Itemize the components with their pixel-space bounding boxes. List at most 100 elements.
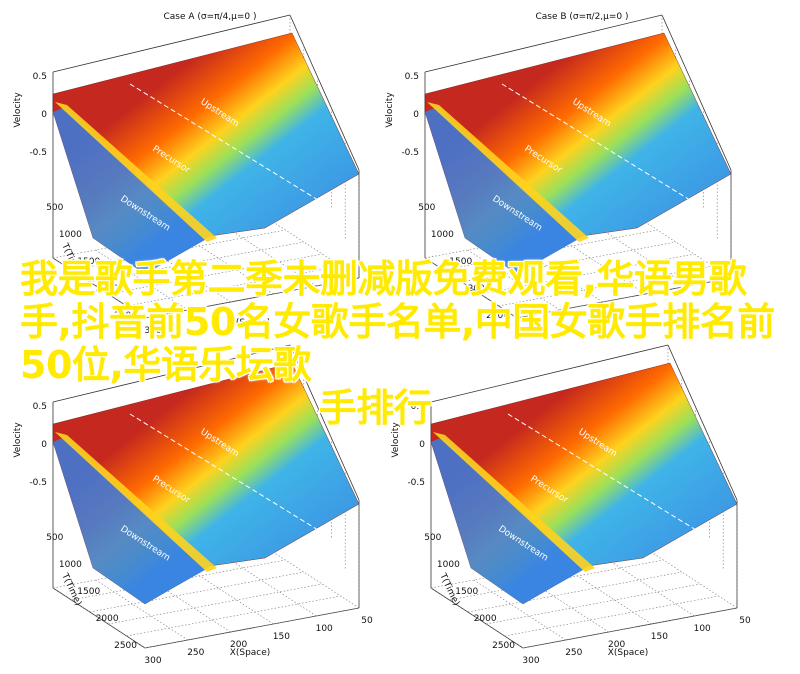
t-tick-label: 2500 [486,311,509,321]
z-tick-label: 0 [41,110,47,120]
z-tick-label: -0.5 [29,148,47,158]
z-axis-label: Velocity [391,422,401,458]
grid-line [224,225,317,287]
x-axis-label: X(Space) [608,648,649,658]
t-tick-label: 1000 [59,560,82,570]
grid-line [522,607,738,649]
z-tick-label: 0.5 [33,72,47,82]
grid-line [52,587,146,649]
x-tick-label: 300 [144,326,161,336]
grid-line [266,547,360,609]
grid-line [467,571,682,613]
right-top-edge [289,14,360,171]
grid-line [596,225,689,287]
grid-line [89,241,304,283]
grid-line [52,257,146,319]
z-tick-label: 0.5 [411,402,425,412]
z-tick-label: -0.5 [401,148,419,158]
grid-line [480,253,695,295]
downstream-region [53,437,205,604]
upstream-boundary-line [129,83,319,201]
grid-line [144,607,360,649]
x-tick-label: 300 [522,656,539,666]
z-tick-label: -0.5 [407,478,425,488]
grid-line [461,241,676,283]
z-tick-label: 0 [41,440,47,450]
t-tick-label: 2000 [96,284,119,294]
grid-line [602,555,695,617]
grid-line [126,595,341,637]
x-tick-label: 250 [187,648,204,658]
upstream-boundary-line [129,413,319,531]
z-tick-label: 0.5 [33,402,47,412]
panel-title: Case A (σ=π/4,μ=0 ) [163,12,256,22]
right-top-edge [661,14,732,171]
z-tick-label: -0.5 [29,478,47,488]
t-tick-label: 2500 [492,641,515,651]
t-tick-label: 1000 [59,230,82,240]
grid-line [224,555,317,617]
z-tick-label: 0 [419,440,425,450]
x-axis-label: X(Space) [230,318,271,328]
right-top-edge [289,344,360,501]
t-tick-label: 2000 [96,614,119,624]
grid-line [108,253,323,295]
grid-line [424,257,518,319]
x-tick-label: 200 [230,640,247,650]
z-axis-label: Velocity [13,422,23,458]
downstream-region [425,107,577,274]
grid-line [516,277,732,319]
t-tick-label: 500 [46,203,63,213]
t-tick-label: 2500 [114,641,137,651]
x-tick-label: 50 [739,616,751,626]
shock-front-band [433,432,595,572]
downstream-region [53,107,205,274]
back-top-edge [52,344,291,403]
t-tick-label: 500 [46,533,63,543]
t-tick-label: 1500 [455,587,478,597]
z-tick-label: 0.5 [405,72,419,82]
grid-line [473,579,566,641]
z-axis-label: Velocity [13,92,23,128]
downstream-region [431,437,583,604]
t-tick-label: 1500 [449,257,472,267]
grid-line [126,265,341,307]
shock-front-band [55,432,217,572]
x-tick-label: 100 [694,624,711,634]
z-tick-label: 0 [413,110,419,120]
t-tick-label: 500 [424,533,441,543]
x-tick-label: 150 [273,632,290,642]
t-tick-label: 2000 [474,614,497,624]
grid-line [504,595,719,637]
shock-front-band [427,102,589,242]
t-tick-label: 500 [418,203,435,213]
grid-line [430,587,524,649]
t-tick-label: 2500 [114,311,137,321]
grid-line [95,579,188,641]
x-tick-label: 100 [316,624,333,634]
x-tick-label: 150 [651,632,668,642]
t-tick-label: 2000 [468,284,491,294]
back-top-edge [430,344,669,403]
t-tick-label: 1000 [437,560,460,570]
panel-4: UpstreamPrecursorDownstream0.50-0.5Veloc… [391,344,751,666]
panel-3: UpstreamPrecursorDownstream0.50-0.5Veloc… [13,344,373,666]
panel-title: Case B (σ=π/2,μ=0 ) [535,12,628,22]
grid-line [498,265,713,307]
grid-line [467,249,560,311]
grid-line [644,547,738,609]
back-top-edge [424,14,663,73]
grid-line [638,217,732,279]
t-tick-label: 1000 [431,230,454,240]
x-axis-label: X(Space) [230,648,271,658]
back-top-edge [52,14,291,73]
grid-line [266,217,360,279]
x-tick-label: 50 [361,616,373,626]
shock-front-band [55,102,217,242]
upstream-boundary-line [501,83,691,201]
grid-line [486,583,701,625]
grid-line [95,249,188,311]
